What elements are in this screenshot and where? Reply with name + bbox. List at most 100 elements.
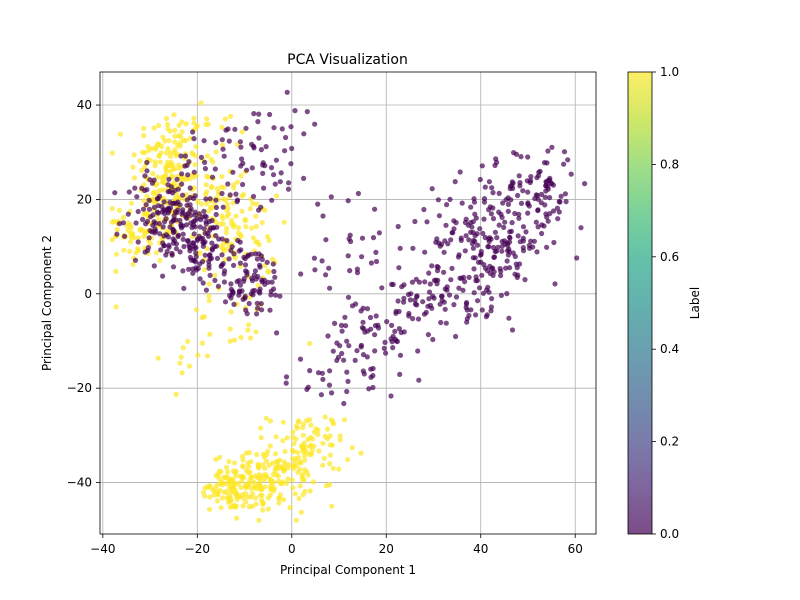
scatter-point — [475, 298, 481, 304]
scatter-point — [285, 461, 292, 468]
scatter-point — [239, 478, 245, 484]
scatter-point — [289, 145, 295, 152]
scatter-point — [182, 153, 188, 159]
scatter-point — [164, 150, 170, 156]
scatter-point — [122, 233, 128, 239]
scatter-point — [247, 206, 253, 212]
scatter-point — [142, 211, 149, 217]
scatter-point — [367, 314, 374, 321]
scatter-point — [256, 135, 262, 141]
scatter-point — [120, 214, 127, 220]
scatter-point — [458, 237, 464, 243]
scatter-point — [219, 173, 225, 180]
scatter-point — [271, 268, 277, 275]
scatter-point — [444, 202, 450, 208]
scatter-point — [434, 236, 440, 242]
scatter-point — [393, 308, 399, 314]
scatter-point — [538, 191, 545, 197]
colorbar-tick-label: 0.0 — [660, 527, 679, 541]
scatter-point — [267, 476, 274, 482]
scatter-point — [177, 249, 183, 255]
scatter-point — [523, 229, 529, 235]
scatter-point — [468, 307, 474, 313]
scatter-point — [212, 277, 218, 283]
scatter-point — [345, 378, 351, 384]
scatter-point — [415, 316, 422, 322]
scatter-point — [213, 233, 219, 239]
scatter-point — [250, 200, 256, 206]
scatter-point — [256, 251, 262, 257]
scatter-point — [505, 201, 511, 207]
scatter-point — [171, 166, 177, 172]
scatter-point — [327, 461, 333, 467]
scatter-point — [509, 183, 515, 189]
scatter-point — [327, 368, 333, 374]
scatter-point — [347, 232, 353, 238]
scatter-point — [173, 246, 179, 252]
scatter-point — [326, 265, 332, 271]
colorbar-tick-label: 0.8 — [660, 157, 679, 171]
scatter-point — [525, 154, 531, 160]
scatter-point — [182, 163, 188, 169]
scatter-point — [180, 236, 186, 242]
scatter-point — [496, 190, 502, 196]
scatter-point — [490, 244, 497, 251]
scatter-point — [292, 459, 298, 465]
scatter-point — [544, 244, 550, 250]
scatter-point — [193, 267, 199, 273]
scatter-point — [534, 249, 540, 255]
scatter-point — [421, 206, 427, 213]
scatter-point — [290, 429, 296, 435]
scatter-point — [498, 292, 504, 298]
scatter-point — [237, 139, 243, 145]
scatter-point — [116, 207, 122, 213]
scatter-point — [135, 239, 141, 245]
scatter-point — [213, 140, 219, 146]
scatter-point — [544, 160, 550, 166]
scatter-point — [244, 269, 250, 275]
scatter-point — [255, 305, 261, 311]
scatter-point — [466, 312, 472, 319]
scatter-point — [148, 214, 154, 220]
scatter-point — [240, 464, 246, 470]
scatter-point — [206, 281, 212, 287]
scatter-point — [262, 277, 268, 283]
scatter-point — [526, 242, 532, 248]
scatter-point — [259, 219, 265, 226]
scatter-point — [163, 115, 170, 122]
scatter-point — [171, 112, 177, 118]
scatter-point — [229, 489, 235, 495]
scatter-point — [253, 223, 259, 230]
scatter-point — [319, 370, 325, 376]
scatter-point — [289, 477, 295, 483]
scatter-point — [416, 377, 422, 383]
scatter-point — [485, 284, 491, 290]
scatter-point — [453, 333, 459, 340]
y-tick-label: −40 — [67, 476, 92, 490]
y-tick-label: 0 — [84, 287, 92, 301]
scatter-point — [498, 272, 504, 279]
scatter-point — [130, 164, 136, 170]
scatter-point — [227, 192, 233, 198]
scatter-point — [388, 393, 394, 399]
scatter-point — [462, 248, 468, 254]
scatter-point — [273, 193, 279, 199]
scatter-point — [323, 483, 329, 489]
y-tick-label: 40 — [77, 98, 92, 112]
scatter-point — [492, 229, 498, 235]
scatter-point — [160, 273, 166, 279]
scatter-point — [258, 147, 264, 153]
scatter-point — [249, 165, 255, 171]
scatter-point — [505, 208, 511, 214]
scatter-point — [114, 231, 120, 237]
scatter-point — [207, 494, 213, 500]
scatter-point — [219, 262, 225, 268]
scatter-point — [474, 231, 480, 237]
scatter-point — [156, 187, 163, 194]
scatter-point — [307, 368, 313, 374]
scatter-point — [490, 216, 497, 222]
scatter-point — [186, 266, 192, 272]
scatter-point — [231, 262, 237, 268]
scatter-point — [174, 176, 180, 182]
scatter-point — [224, 469, 231, 475]
